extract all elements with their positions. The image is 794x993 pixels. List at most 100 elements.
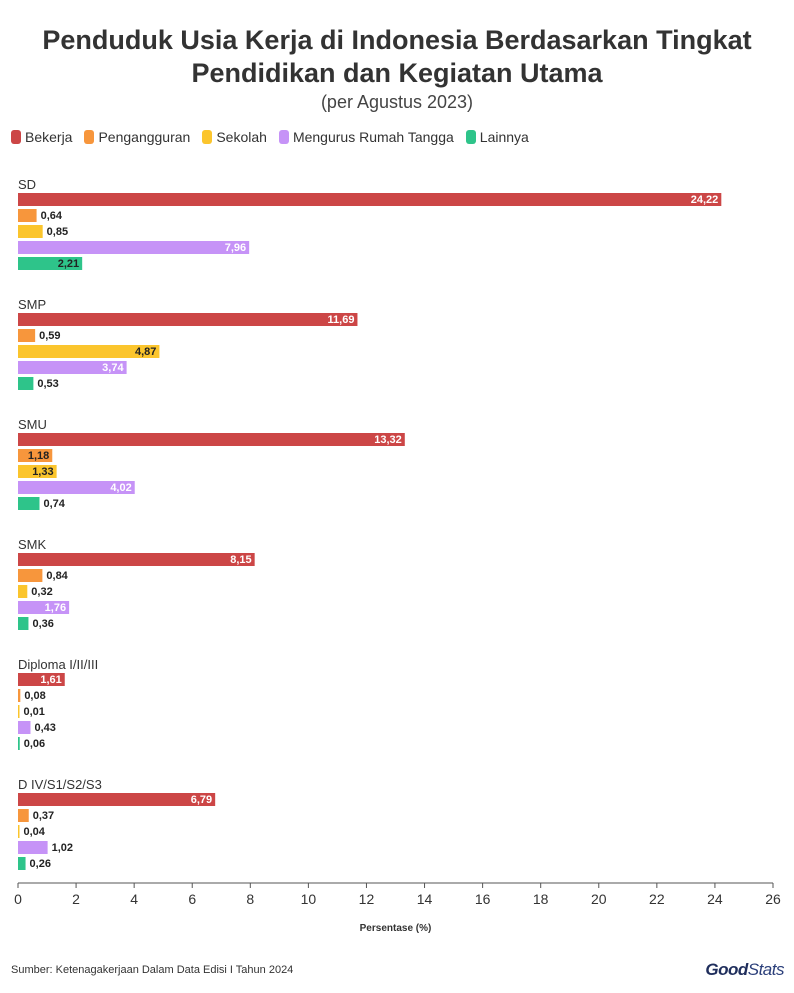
bar-mengurus-rumah-tangga: [18, 361, 127, 374]
data-label: 1,33: [32, 466, 53, 478]
category-label: SMK: [18, 537, 47, 552]
legend-item-lainnya[interactable]: Lainnya: [465, 129, 529, 145]
bar-pengangguran: [18, 689, 21, 702]
category-label: Diploma I/II/III: [18, 657, 98, 672]
bar-mengurus-rumah-tangga: [18, 841, 48, 854]
x-tick-label: 0: [14, 891, 22, 907]
data-label: 1,02: [52, 842, 73, 854]
data-label: 1,18: [28, 450, 49, 462]
logo-good: Good: [705, 960, 748, 979]
bar-sekolah: [18, 825, 20, 838]
bar-mengurus-rumah-tangga: [18, 721, 31, 734]
legend-swatch: [278, 130, 289, 144]
data-label: 0,32: [31, 586, 52, 598]
x-tick-label: 2: [72, 891, 80, 907]
bar-sekolah: [18, 465, 57, 478]
bar-pengangguran: [18, 449, 53, 462]
data-label: 4,02: [110, 482, 131, 494]
x-tick-label: 22: [649, 891, 665, 907]
bar-pengangguran: [18, 809, 29, 822]
bar-chart: SD 24,22 0,64 0,85 7,96 2,21 SMP 11,69 0,59 4,87 3…: [14, 177, 781, 934]
legend-swatch: [11, 130, 21, 144]
data-label: 0,08: [24, 690, 45, 702]
bar-sekolah: [18, 585, 28, 598]
data-label: 1,76: [45, 602, 66, 614]
data-label: 7,96: [225, 242, 246, 254]
data-label: 0,64: [41, 210, 63, 222]
data-label: 13,32: [374, 434, 402, 446]
legend-item-sekolah[interactable]: Sekolah: [202, 129, 267, 145]
legend-swatch: [84, 130, 95, 144]
goodstats-logo: GoodStats: [705, 960, 784, 980]
x-tick-label: 20: [591, 891, 607, 907]
legend-label: Sekolah: [216, 129, 267, 145]
data-label: 6,79: [191, 794, 212, 806]
legend-label: Pengangguran: [98, 129, 191, 145]
source-note: Sumber: Ketenagakerjaan Dalam Data Edisi…: [11, 964, 294, 976]
data-label: 1,61: [40, 674, 61, 686]
legend-item-mengurus-rumah-tangga[interactable]: Mengurus Rumah Tangga: [278, 129, 454, 145]
bar-lainnya: [18, 737, 20, 750]
data-label: 0,01: [24, 706, 45, 718]
bar-pengangguran: [18, 329, 36, 342]
x-axis-title: Persentase (%): [360, 923, 432, 934]
data-label: 0,26: [30, 858, 51, 870]
data-label: 8,15: [230, 554, 251, 566]
data-label: 0,06: [24, 738, 45, 750]
x-tick-label: 10: [301, 891, 317, 907]
data-label: 0,59: [39, 330, 60, 342]
legend-label: Mengurus Rumah Tangga: [292, 129, 454, 145]
bar-sekolah: [18, 705, 20, 718]
legend-item-pengangguran[interactable]: Pengangguran: [84, 129, 190, 145]
x-tick-label: 24: [707, 891, 723, 907]
category-label: D IV/S1/S2/S3: [18, 777, 102, 792]
x-tick-label: 16: [475, 891, 491, 907]
bar-lainnya: [18, 377, 34, 390]
data-label: 0,36: [32, 618, 53, 630]
legend-label: Lainnya: [479, 129, 529, 145]
data-label: 0,43: [34, 722, 55, 734]
bar-lainnya: [18, 617, 29, 630]
data-label: 24,22: [691, 194, 719, 206]
category-label: SD: [18, 177, 36, 192]
data-label: 11,69: [328, 314, 355, 326]
logo-stats: Stats: [747, 960, 785, 979]
data-label: 0,85: [47, 226, 68, 238]
x-tick-label: 4: [130, 891, 138, 907]
legend-label: Bekerja: [25, 129, 73, 145]
data-label: 3,74: [102, 362, 124, 374]
bar-sekolah: [18, 225, 43, 238]
bar-mengurus-rumah-tangga: [18, 481, 135, 494]
bar-bekerja: [18, 313, 358, 326]
category-label: SMU: [18, 417, 47, 432]
bar-bekerja: [18, 673, 65, 686]
category-label: SMP: [18, 297, 46, 312]
data-label: 0,37: [33, 810, 54, 822]
legend-swatch: [465, 130, 476, 144]
data-label: 2,21: [58, 258, 79, 270]
bar-lainnya: [18, 857, 26, 870]
x-tick-label: 18: [533, 891, 549, 907]
legend-item-bekerja[interactable]: Bekerja: [11, 129, 72, 145]
bar-mengurus-rumah-tangga: [18, 601, 70, 614]
x-tick-label: 8: [246, 891, 254, 907]
data-label: 4,87: [135, 346, 156, 358]
legend-swatch: [202, 130, 213, 144]
bar-lainnya: [18, 257, 83, 270]
bar-sekolah: [18, 345, 160, 358]
data-label: 0,74: [43, 498, 65, 510]
bar-bekerja: [18, 553, 255, 566]
x-tick-label: 12: [359, 891, 375, 907]
data-label: 0,84: [46, 570, 68, 582]
bar-bekerja: [18, 433, 405, 446]
x-tick-label: 26: [765, 891, 781, 907]
data-label: 0,53: [37, 378, 58, 390]
bar-lainnya: [18, 497, 40, 510]
bar-mengurus-rumah-tangga: [18, 241, 250, 254]
chart-title: Penduduk Usia Kerja di Indonesia Berdasa…: [42, 25, 752, 88]
bar-pengangguran: [18, 209, 37, 222]
chart-subtitle: (per Agustus 2023): [320, 92, 474, 112]
bar-bekerja: [18, 793, 216, 806]
x-tick-label: 6: [188, 891, 196, 907]
bar-bekerja: [18, 193, 722, 206]
